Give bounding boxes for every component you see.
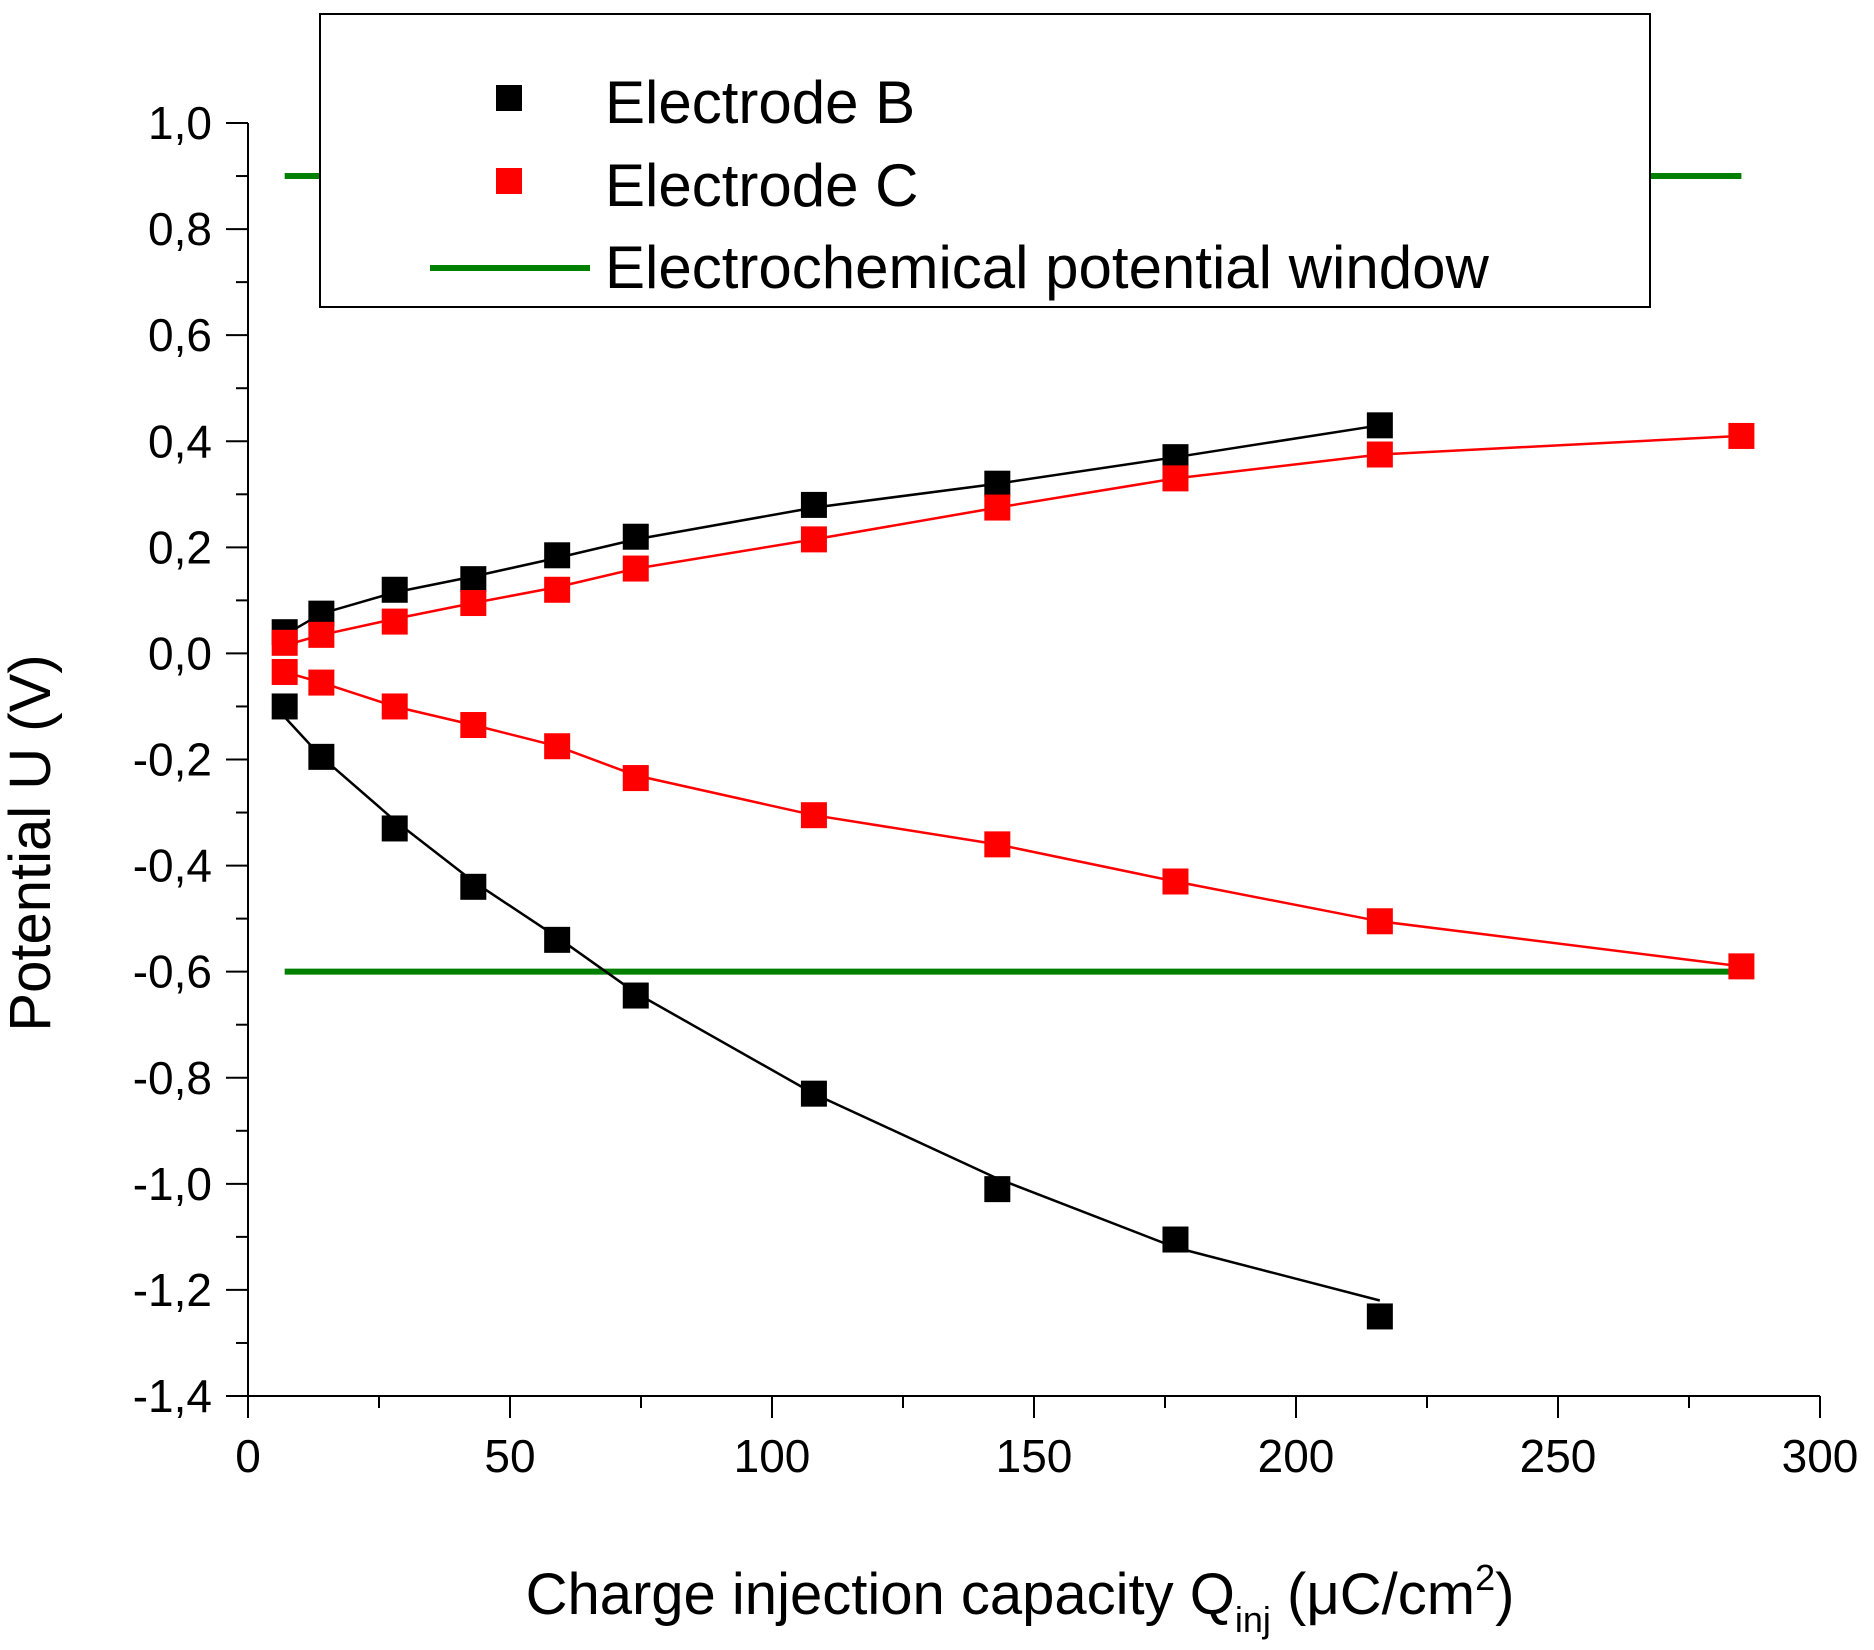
x-axis-title-mu: μ: [1306, 1562, 1339, 1627]
electrode-c-point: [381, 693, 408, 720]
electrode-c-point: [1728, 953, 1755, 980]
electrode-c-point: [800, 526, 827, 553]
electrode-b-point: [381, 815, 408, 842]
legend-marker-electrode-b: [496, 85, 522, 111]
y-tick-label: -1,0: [133, 1158, 212, 1210]
x-tick-label: 250: [1520, 1430, 1597, 1482]
y-tick-label: -1,4: [133, 1370, 212, 1422]
electrode-c-point: [622, 765, 649, 792]
electrode-c-point: [308, 621, 335, 648]
y-tick-label: 0,6: [148, 309, 212, 361]
electrode-b-point: [544, 926, 571, 953]
x-axis-title-unit: C/cm: [1340, 1562, 1475, 1627]
electrode-c-point: [1162, 868, 1189, 895]
axes: -1,4 -1,2 -1,0 -0,8 -0,6 -0,4 -0,2 0,0 0,2 0,4 0,6…: [133, 97, 1859, 1482]
y-tick-label: 1,0: [148, 97, 212, 149]
electrode-b-point: [544, 542, 571, 569]
electrode-c-point: [1728, 422, 1755, 449]
electrode-b-point: [984, 1176, 1011, 1203]
legend: Electrode B Electrode C Electrochemical …: [319, 13, 1651, 308]
electrode-c-point: [271, 658, 298, 685]
electrode-c-point: [1162, 465, 1189, 492]
legend-label-potential-window: Electrochemical potential window: [605, 234, 1489, 301]
electrode-c-fit-curve: [284, 670, 1742, 968]
electrode-b-fit-curve: [283, 716, 1381, 1302]
y-axis-title: Potential U (V): [0, 654, 63, 1031]
x-tick-label: 150: [996, 1430, 1073, 1482]
electrode-b-point: [800, 1080, 827, 1107]
electrode-b-point: [1366, 412, 1393, 439]
x-axis-title-unit-open: (: [1271, 1562, 1306, 1627]
x-tick-label: 100: [734, 1430, 811, 1482]
y-tick-label: -0,4: [133, 840, 212, 892]
electrode-c-fit-curve: [284, 434, 1742, 647]
electrode-c-point: [460, 712, 487, 739]
x-axis-title-sup: 2: [1475, 1557, 1495, 1598]
y-tick-label: 0,4: [148, 415, 212, 467]
legend-label-electrode-b: Electrode B: [605, 69, 915, 136]
electrode-c-point: [544, 576, 571, 603]
y-tick-label: -0,6: [133, 946, 212, 998]
electrode-c-point: [622, 555, 649, 582]
electrode-c-point: [800, 802, 827, 829]
electrode-c-point: [1366, 908, 1393, 935]
electrode-b-point: [460, 566, 487, 593]
electrode-b-point: [622, 523, 649, 550]
y-tick-label: -1,2: [133, 1264, 212, 1316]
x-axis-title-sub: inj: [1235, 1599, 1271, 1640]
x-axis-title-unit-close: ): [1495, 1562, 1514, 1627]
electrode-b-point: [622, 982, 649, 1009]
electrode-c-point: [1366, 441, 1393, 468]
electrode-c-point: [984, 494, 1011, 521]
electrode-b-point: [381, 576, 408, 603]
legend-marker-electrode-c: [496, 168, 522, 194]
electrode-c-point: [381, 608, 408, 635]
electrode-b-point: [308, 743, 335, 770]
x-tick-label: 50: [484, 1430, 535, 1482]
electrode-b-point: [1162, 1226, 1189, 1253]
electrode-c-point: [308, 669, 335, 696]
electrode-b-point: [1366, 1303, 1393, 1330]
x-axis-title-main: Charge injection capacity Q: [526, 1562, 1235, 1627]
electrode-b-point: [271, 693, 298, 720]
x-axis-title: Charge injection capacity Qinj (μC/cm2): [526, 1557, 1515, 1640]
y-tick-label: 0,0: [148, 627, 212, 679]
electrode-b-fit-curve: [284, 424, 1380, 636]
y-tick-label: -0,2: [133, 734, 212, 786]
electrode-c-point: [984, 831, 1011, 858]
y-tick-label: -0,8: [133, 1052, 212, 1104]
electrode-c-point: [460, 590, 487, 617]
electrode-b-point: [800, 491, 827, 518]
plot-area: [271, 173, 1755, 1330]
x-tick-label: 200: [1258, 1430, 1335, 1482]
electrode-c-point: [544, 733, 571, 760]
legend-box: [319, 13, 1651, 308]
electrode-c-point: [271, 629, 298, 656]
x-tick-label: 300: [1782, 1430, 1859, 1482]
legend-label-electrode-c: Electrode C: [605, 152, 918, 219]
electrode-b-point: [984, 470, 1011, 497]
y-tick-label: 0,8: [148, 203, 212, 255]
electrode-b-point: [460, 873, 487, 900]
y-tick-label: 0,2: [148, 521, 212, 573]
x-tick-label: 0: [235, 1430, 261, 1482]
